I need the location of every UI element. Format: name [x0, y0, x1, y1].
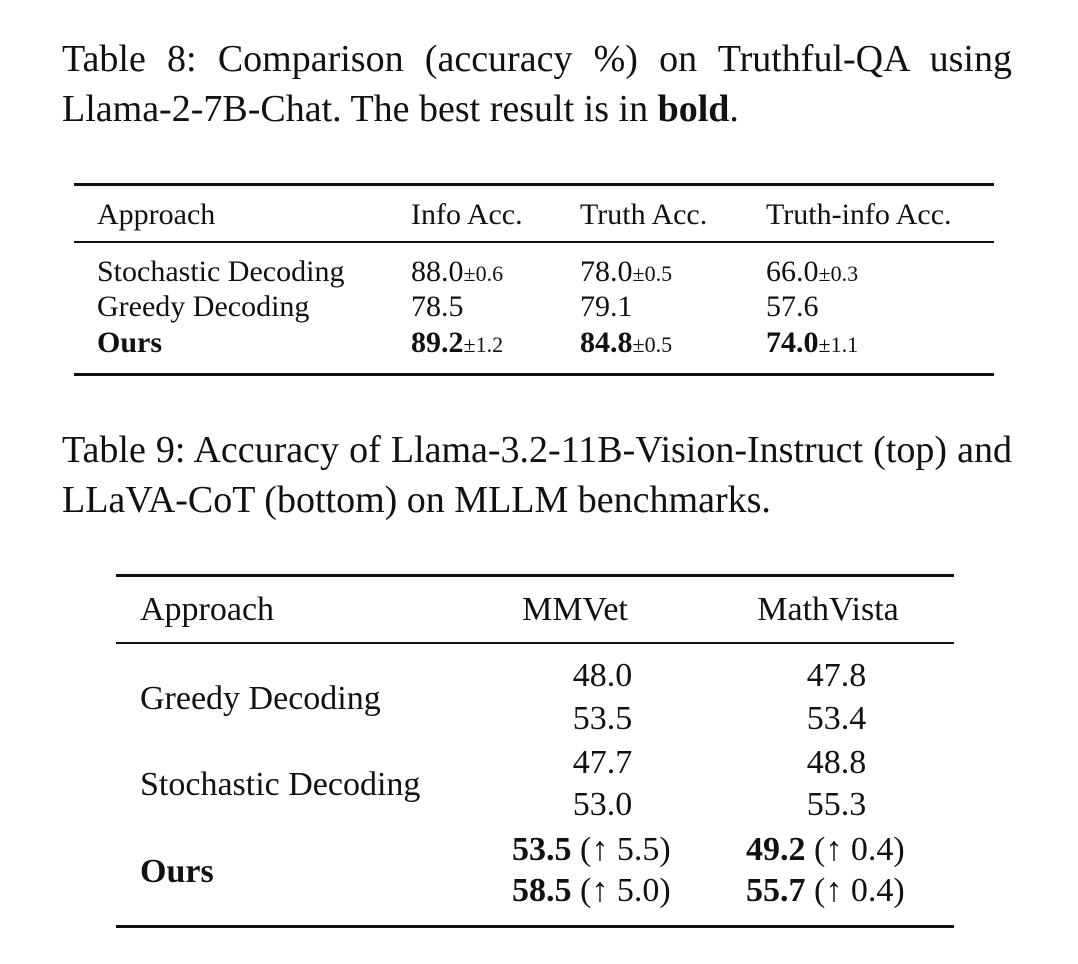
table9-row2-mmvet-top: 47.7 [572, 744, 633, 781]
table8-row1-truth: 78.0±0.5 [580, 255, 673, 288]
table9-row1-mathvista-bottom: 53.4 [806, 700, 867, 737]
table9-top-rule [116, 574, 954, 577]
table9-row1-approach: Greedy Decoding [140, 680, 381, 717]
table9-row2-mathvista-bottom: 55.3 [806, 786, 867, 823]
table9-caption: Table 9: Accuracy of Llama-3.2-11B-Visio… [62, 429, 1012, 521]
table9-row1-mmvet-bottom: 53.5 [572, 700, 633, 737]
table9-mid-rule [116, 642, 954, 644]
table8-row1-info: 88.0±0.6 [411, 255, 504, 288]
table8-caption-end: . [729, 88, 739, 130]
table8-row3-truth: 84.8±0.5 [580, 326, 673, 359]
table8-header-truthinfo: Truth-info Acc. [766, 198, 952, 231]
table8-header-approach: Approach [97, 198, 216, 231]
table8-caption-bold: bold [657, 88, 730, 130]
table8-row2-truth: 79.1 [580, 290, 633, 323]
table8-header-truth: Truth Acc. [580, 198, 708, 231]
table9-row2-approach: Stochastic Decoding [140, 766, 421, 803]
table9-row3-mmvet-bottom: 58.5 (↑ 5.0) [512, 872, 671, 909]
table9-row2-mathvista-top: 48.8 [806, 744, 867, 781]
table8-header-info: Info Acc. [411, 198, 523, 231]
table8-top-rule [74, 183, 994, 186]
table8-mid-rule [74, 241, 994, 243]
table9-row1-mmvet-top: 48.0 [572, 657, 633, 694]
table8-caption-text: Table 8: Comparison (accuracy %) on Trut… [62, 38, 1012, 130]
table8-row2-truthinfo: 57.6 [766, 290, 819, 323]
table8-bottom-rule [74, 373, 994, 376]
table8-row1-approach: Stochastic Decoding [97, 255, 345, 288]
table8-row1-truthinfo: 66.0±0.3 [766, 255, 859, 288]
table8-row2-approach: Greedy Decoding [97, 290, 310, 323]
table9-row3-approach: Ours [140, 853, 214, 890]
table9-header-mmvet: MMVet [522, 591, 628, 628]
table8-row3-approach: Ours [97, 326, 163, 359]
table9-row2-mmvet-bottom: 53.0 [572, 786, 633, 823]
table8-caption: Table 8: Comparison (accuracy %) on Trut… [62, 34, 1012, 134]
table9-header-approach: Approach [140, 591, 275, 628]
table8-row3-truthinfo: 74.0±1.1 [766, 326, 859, 359]
table8-row3-info: 89.2±1.2 [411, 326, 504, 359]
table9-row3-mmvet-top: 53.5 (↑ 5.5) [512, 831, 671, 868]
table9-row1-mathvista-top: 47.8 [806, 657, 867, 694]
table8-row2-info: 78.5 [411, 290, 464, 323]
table9-row3-mathvista-top: 49.2 (↑ 0.4) [746, 831, 905, 868]
table9-row3-mathvista-bottom: 55.7 (↑ 0.4) [746, 872, 905, 909]
table9-header-mathvista: MathVista [757, 591, 899, 628]
table9-bottom-rule [116, 925, 954, 928]
